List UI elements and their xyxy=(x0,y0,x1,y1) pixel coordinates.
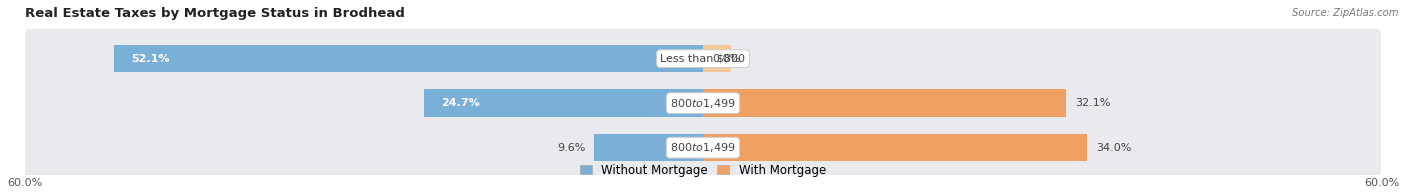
Text: $800 to $1,499: $800 to $1,499 xyxy=(671,97,735,110)
Text: Source: ZipAtlas.com: Source: ZipAtlas.com xyxy=(1292,8,1399,18)
Legend: Without Mortgage, With Mortgage: Without Mortgage, With Mortgage xyxy=(575,159,831,181)
Text: 9.6%: 9.6% xyxy=(557,143,585,153)
FancyBboxPatch shape xyxy=(24,118,1382,177)
Text: 34.0%: 34.0% xyxy=(1097,143,1132,153)
Text: Less than $800: Less than $800 xyxy=(661,54,745,64)
FancyBboxPatch shape xyxy=(24,73,1382,133)
FancyBboxPatch shape xyxy=(24,29,1382,89)
Text: 24.7%: 24.7% xyxy=(440,98,479,108)
Bar xyxy=(703,89,1066,117)
Bar xyxy=(703,134,1087,161)
Text: 0.0%: 0.0% xyxy=(711,54,741,64)
Text: 52.1%: 52.1% xyxy=(131,54,169,64)
Bar xyxy=(595,134,703,161)
Bar xyxy=(114,45,703,73)
Text: Real Estate Taxes by Mortgage Status in Brodhead: Real Estate Taxes by Mortgage Status in … xyxy=(24,7,405,20)
Bar xyxy=(423,89,703,117)
Text: 32.1%: 32.1% xyxy=(1076,98,1111,108)
Text: $800 to $1,499: $800 to $1,499 xyxy=(671,141,735,154)
Bar xyxy=(703,45,731,73)
